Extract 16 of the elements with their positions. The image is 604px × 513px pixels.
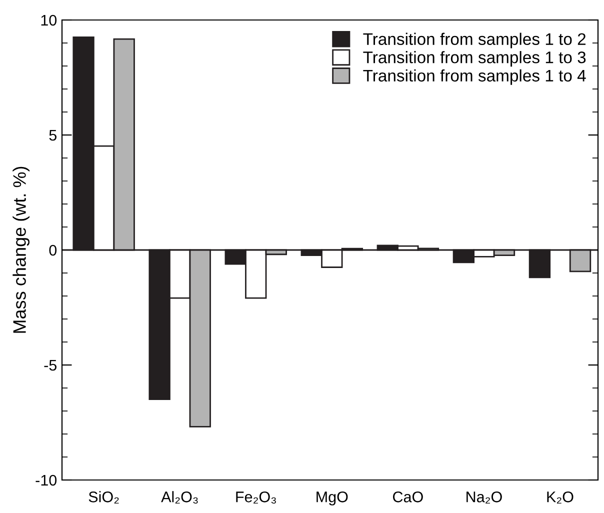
legend-label: Transition from samples 1 to 4 [363,69,586,85]
x-tick-label: Na₂O [466,492,502,504]
x-tick-label: MgO [316,492,348,506]
y-tick-label: -5 [44,360,56,371]
y-axis-title: Mass change (wt. %) [12,166,30,333]
x-tick-label: CaO [393,492,423,502]
y-tick-label: 10 [41,14,57,26]
x-tick-label: Al₂O₃ [161,491,198,504]
x-tick-label: SiO₂ [88,491,119,504]
legend-label: Transition from samples 1 to 2 [363,32,586,48]
x-tick-label: K₂O [547,492,574,504]
y-tick-label: 5 [49,130,56,141]
x-tick-label: Fe₂O₃ [236,492,276,504]
legend-label: Transition from samples 1 to 3 [363,51,586,67]
y-tick-label: -10 [36,474,57,486]
y-tick-label: 0 [49,244,57,256]
